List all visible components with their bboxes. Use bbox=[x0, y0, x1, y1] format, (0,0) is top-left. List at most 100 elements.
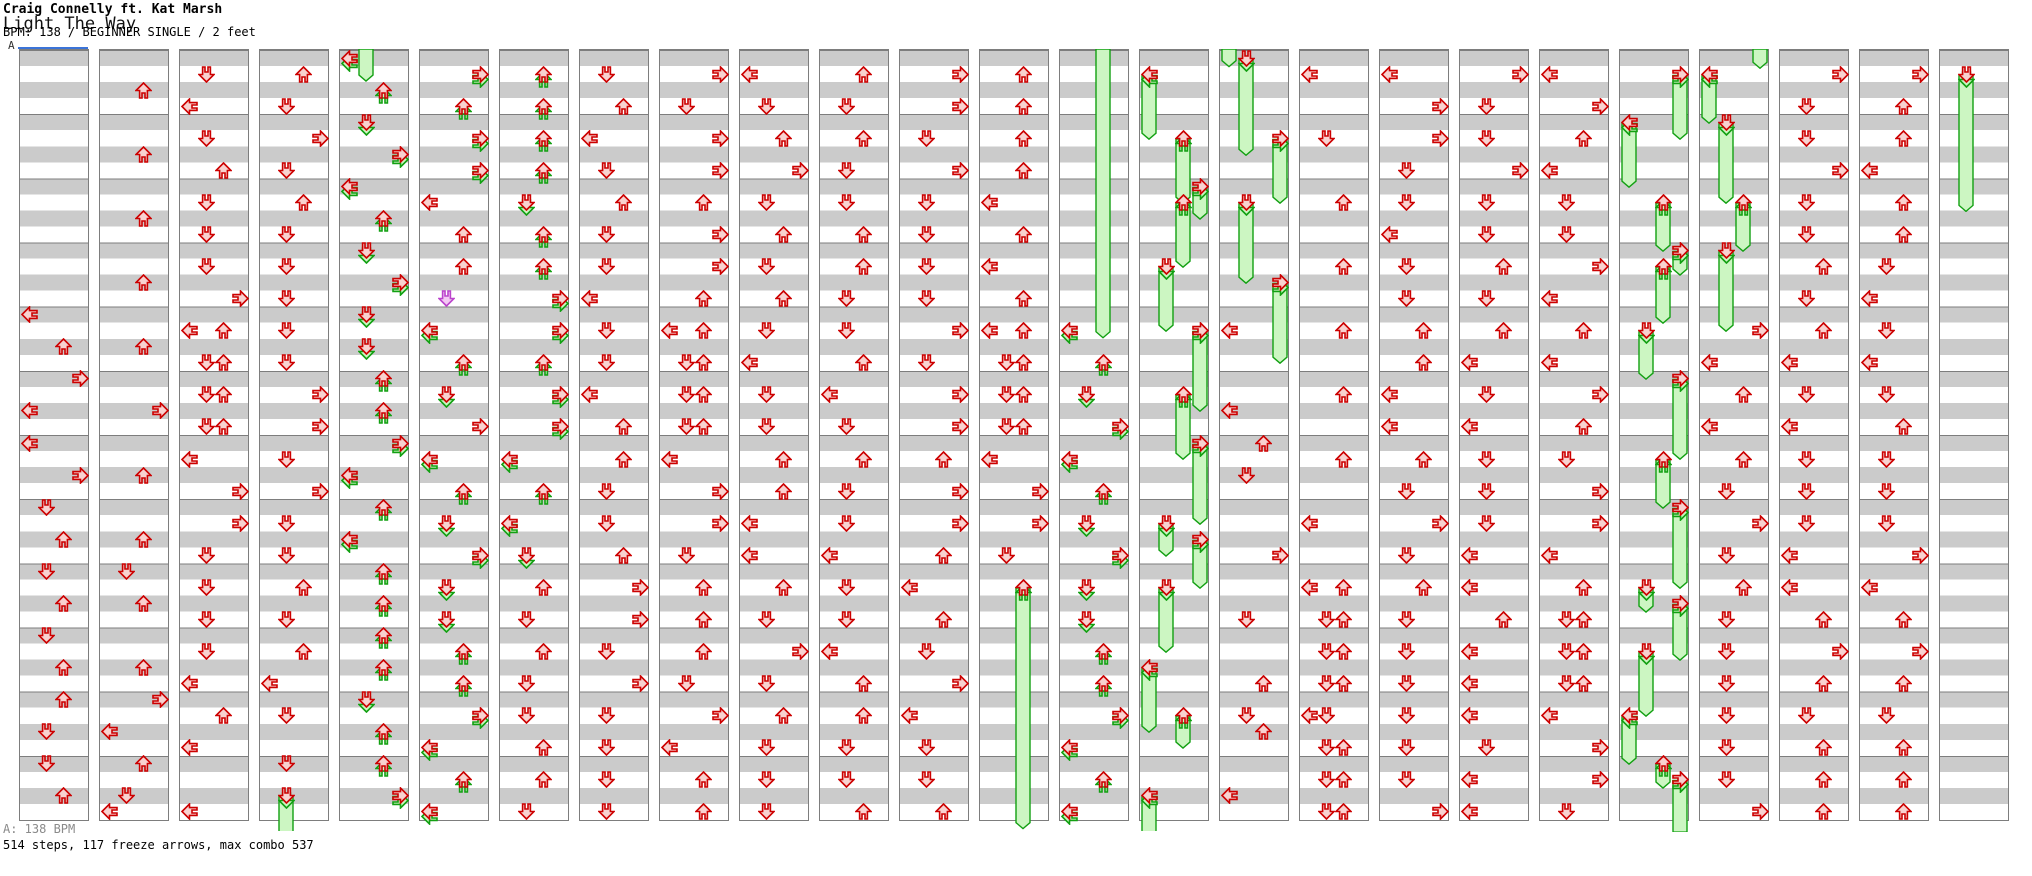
arrow-d-icon bbox=[837, 97, 855, 115]
arrow-d-icon bbox=[1237, 466, 1255, 484]
arrow-d-icon bbox=[37, 755, 55, 773]
arrow-u-icon bbox=[1894, 771, 1912, 789]
arrow-d-icon bbox=[1397, 161, 1415, 179]
arrow-u-icon bbox=[454, 97, 472, 115]
freeze-tail bbox=[1191, 443, 1208, 525]
arrow-l-icon bbox=[1140, 787, 1158, 805]
arrow-u-icon bbox=[374, 755, 392, 773]
arrow-d-icon bbox=[1717, 546, 1735, 564]
freeze-tail bbox=[1717, 251, 1734, 333]
arrow-r-icon bbox=[471, 161, 489, 179]
arrow-d-icon bbox=[837, 322, 855, 340]
arrow-d-icon bbox=[517, 194, 535, 211]
arrow-l-icon bbox=[1380, 225, 1398, 243]
arrow-u-icon bbox=[1014, 161, 1032, 179]
arrow-d-icon bbox=[677, 546, 695, 564]
arrow-u-icon bbox=[854, 803, 872, 821]
arrow-d-icon bbox=[757, 739, 775, 757]
arrow-d-icon bbox=[1797, 482, 1815, 500]
stats-footer: 514 steps, 117 freeze arrows, max combo … bbox=[3, 838, 314, 852]
chart-column bbox=[1539, 49, 1609, 821]
arrow-r-icon bbox=[1751, 514, 1769, 532]
arrow-u-icon bbox=[1814, 739, 1832, 757]
arrow-d-icon bbox=[917, 643, 935, 661]
arrow-d-icon bbox=[277, 161, 295, 179]
arrow-l-icon bbox=[420, 193, 438, 211]
arrow-r-icon bbox=[1591, 771, 1609, 789]
arrow-l-icon bbox=[740, 546, 758, 564]
arrow-d-icon bbox=[1717, 707, 1735, 725]
arrow-l-icon bbox=[1700, 418, 1718, 436]
arrow-l-icon bbox=[1140, 65, 1158, 83]
arrow-r-icon bbox=[1431, 514, 1449, 532]
arrow-d-icon bbox=[1877, 707, 1895, 725]
violet-arrow-d-icon bbox=[437, 290, 455, 308]
song-title: Light The Way bbox=[3, 14, 137, 34]
chart-column bbox=[419, 49, 489, 826]
arrow-l-icon bbox=[420, 322, 438, 340]
arrow-u-icon bbox=[1334, 771, 1352, 789]
arrow-u-icon bbox=[1334, 386, 1352, 404]
chart-column bbox=[499, 49, 569, 821]
arrow-r-icon bbox=[1591, 514, 1609, 532]
arrow-u-icon bbox=[934, 546, 952, 564]
arrow-r-icon bbox=[311, 418, 329, 436]
arrow-d-icon bbox=[1557, 803, 1575, 821]
arrow-l-icon bbox=[1140, 659, 1158, 677]
arrow-d-icon bbox=[1477, 97, 1495, 115]
arrow-l-icon bbox=[180, 803, 198, 821]
arrow-r-icon bbox=[231, 482, 249, 500]
arrow-u-icon bbox=[134, 594, 152, 612]
arrow-d-icon bbox=[597, 65, 615, 83]
arrow-d-icon bbox=[197, 579, 215, 596]
arrow-d-icon bbox=[1397, 675, 1415, 693]
arrow-r-icon bbox=[71, 370, 89, 388]
arrow-r-icon bbox=[1111, 546, 1129, 564]
arrow-l-icon bbox=[420, 739, 438, 757]
arrow-r-icon bbox=[1511, 161, 1529, 179]
arrow-d-icon bbox=[1797, 194, 1815, 211]
arrow-r-icon bbox=[1511, 65, 1529, 83]
arrow-l-icon bbox=[500, 450, 518, 468]
arrow-u-icon bbox=[1014, 290, 1032, 307]
freeze-tail bbox=[1620, 122, 1637, 188]
arrow-u-icon bbox=[1894, 129, 1912, 147]
arrow-d-icon bbox=[1477, 482, 1495, 500]
arrow-r-icon bbox=[1431, 803, 1449, 821]
arrow-d-icon bbox=[517, 546, 535, 564]
arrow-u-icon bbox=[1654, 450, 1672, 468]
arrow-u-icon bbox=[694, 193, 712, 211]
arrow-u-icon bbox=[534, 771, 552, 789]
arrow-u-icon bbox=[534, 482, 552, 500]
arrow-u-icon bbox=[294, 578, 312, 596]
freeze-tail bbox=[1751, 49, 1768, 70]
arrow-d-icon bbox=[197, 354, 215, 372]
arrow-l-icon bbox=[1860, 290, 1878, 308]
arrow-r-icon bbox=[951, 514, 969, 532]
arrow-l-icon bbox=[740, 65, 758, 83]
arrow-d-icon bbox=[757, 803, 775, 821]
arrow-l-icon bbox=[1380, 386, 1398, 404]
arrow-d-icon bbox=[1397, 194, 1415, 211]
arrow-d-icon bbox=[277, 707, 295, 725]
arrow-d-icon bbox=[597, 771, 615, 789]
arrow-u-icon bbox=[134, 338, 152, 356]
arrow-u-icon bbox=[1414, 354, 1432, 372]
arrow-u-icon bbox=[614, 97, 632, 115]
arrow-d-icon bbox=[597, 514, 615, 532]
arrow-r-icon bbox=[1671, 594, 1689, 612]
arrow-u-icon bbox=[1814, 258, 1832, 275]
arrow-l-icon bbox=[20, 306, 38, 324]
arrow-u-icon bbox=[774, 225, 792, 243]
arrow-d-icon bbox=[1557, 675, 1575, 693]
arrow-r-icon bbox=[1751, 322, 1769, 340]
arrow-d-icon bbox=[917, 129, 935, 147]
arrow-u-icon bbox=[214, 418, 232, 436]
chart-column bbox=[259, 49, 329, 832]
arrow-d-icon bbox=[997, 354, 1015, 372]
arrow-d-icon bbox=[1397, 643, 1415, 661]
arrow-d-icon bbox=[757, 97, 775, 115]
freeze-tail bbox=[1654, 267, 1671, 325]
arrow-l-icon bbox=[660, 450, 678, 468]
arrow-d-icon bbox=[837, 514, 855, 532]
